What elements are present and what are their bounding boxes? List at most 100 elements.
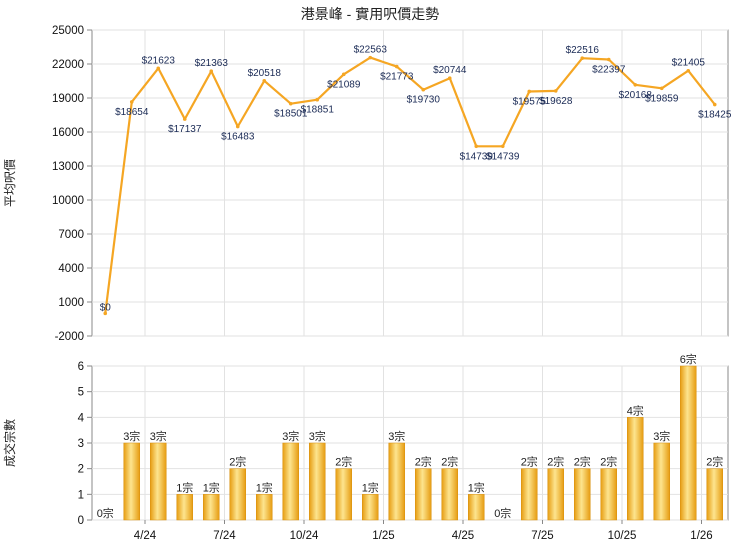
volume-y-tick-label: 1 xyxy=(78,489,84,501)
volume-value-label: 1宗 xyxy=(176,480,193,494)
price-point xyxy=(553,89,558,93)
volume-value-label: 2宗 xyxy=(547,455,564,469)
price-value-label: $19859 xyxy=(645,93,679,104)
volume-value-label: 3宗 xyxy=(282,429,299,443)
volume-bar xyxy=(574,468,591,521)
price-value-label: $20744 xyxy=(433,65,467,76)
price-panel: -2000 1000 4000 7000 10000 13000 16000 19000 220… xyxy=(3,25,732,343)
price-y-tick-label: 7000 xyxy=(58,229,84,241)
volume-value-label: 2宗 xyxy=(574,455,591,469)
volume-bar xyxy=(176,494,193,521)
price-point xyxy=(156,66,161,71)
volume-value-label: 1宗 xyxy=(362,480,379,494)
volume-value-label: 3宗 xyxy=(309,429,326,443)
price-y-tick-label: 4000 xyxy=(58,263,84,275)
chart-title: 港景峰 - 實用呎價走勢 xyxy=(301,6,439,22)
volume-y-tick-label: 6 xyxy=(78,361,84,373)
volume-value-label: 1宗 xyxy=(468,480,485,494)
price-point xyxy=(235,124,240,129)
volume-value-label: 2宗 xyxy=(229,455,246,469)
volume-value-label: 2宗 xyxy=(415,455,432,469)
price-point xyxy=(421,87,426,92)
price-y-tick-label: 13000 xyxy=(52,161,84,173)
volume-bar xyxy=(388,442,405,521)
price-series-line xyxy=(104,56,716,314)
volume-bar xyxy=(706,468,723,521)
volume-bar xyxy=(521,468,538,521)
x-tick-label: 10/25 xyxy=(608,530,637,542)
price-y-tick-label: 22000 xyxy=(52,59,84,71)
price-y-tick-label: 25000 xyxy=(52,25,84,37)
price-point xyxy=(633,82,638,87)
x-tick-label: 1/25 xyxy=(372,530,394,542)
volume-y-tick-label: 4 xyxy=(78,412,85,424)
price-value-label: $21623 xyxy=(142,55,176,66)
volume-y-tick-label: 0 xyxy=(78,515,84,527)
x-tick-label: 1/26 xyxy=(690,530,712,542)
volume-value-label: 6宗 xyxy=(680,352,697,366)
price-point xyxy=(474,144,479,149)
price-value-label: $18501 xyxy=(274,109,308,120)
price-point xyxy=(500,144,505,149)
volume-bar xyxy=(203,494,220,521)
volume-bar xyxy=(468,494,485,521)
price-point xyxy=(659,86,664,91)
price-value-label: $21773 xyxy=(380,72,414,83)
x-tick-label: 10/24 xyxy=(290,530,319,542)
volume-panel: 0 1 2 3 4 5 6 成交宗數 0宗 3宗 3宗 1宗 1宗 2宗 1宗 3宗 3宗 2宗 1宗 3宗 2宗 2宗 1… xyxy=(2,352,729,542)
volume-bar xyxy=(362,494,379,521)
price-value-label: $18851 xyxy=(301,105,335,116)
price-point xyxy=(262,78,267,83)
price-point xyxy=(341,72,346,77)
volume-value-label: 0宗 xyxy=(97,506,114,520)
price-value-label: $19730 xyxy=(407,95,441,106)
volume-value-label: 1宗 xyxy=(256,480,273,494)
price-value-label: $22563 xyxy=(354,45,388,56)
volume-bar xyxy=(256,494,273,521)
price-value-label: $17137 xyxy=(168,124,202,135)
price-value-label: $22397 xyxy=(592,65,626,76)
volume-bar xyxy=(309,442,326,521)
volume-value-label: 3宗 xyxy=(653,429,670,443)
volume-value-label: 3宗 xyxy=(123,429,140,443)
volume-value-label: 3宗 xyxy=(150,429,167,443)
price-point xyxy=(129,100,134,104)
volume-y-tick-label: 3 xyxy=(78,438,84,450)
volume-value-label: 2宗 xyxy=(521,455,538,469)
price-value-label: $19628 xyxy=(539,96,573,107)
x-tick-label: 4/25 xyxy=(452,530,474,542)
volume-bar xyxy=(441,468,458,521)
volume-value-label: 0宗 xyxy=(494,506,511,520)
price-value-label: $20518 xyxy=(248,68,282,79)
price-point xyxy=(527,89,532,94)
price-value-label: $21405 xyxy=(672,58,706,69)
volume-bar xyxy=(123,442,140,521)
price-point xyxy=(606,57,611,62)
volume-bar xyxy=(415,468,432,521)
price-point xyxy=(315,97,320,102)
x-tick-label: 7/24 xyxy=(213,530,236,542)
volume-y-tick-label: 2 xyxy=(78,464,84,476)
volume-value-label: 2宗 xyxy=(600,455,617,469)
volume-value-label: 2宗 xyxy=(706,455,723,469)
volume-y-axis-label: 成交宗數 xyxy=(2,419,17,467)
price-y-tick-label: 10000 xyxy=(52,195,84,207)
volume-y-tick-label: 5 xyxy=(78,387,84,399)
price-y-tick-label: 19000 xyxy=(52,93,84,105)
price-value-label: $22516 xyxy=(566,45,600,56)
price-value-label: $21089 xyxy=(327,79,361,90)
volume-bar xyxy=(547,468,564,521)
price-y-tick-label: 1000 xyxy=(58,297,84,309)
price-value-label: $19575 xyxy=(513,96,547,107)
volume-value-label: 2宗 xyxy=(335,455,352,469)
price-value-label: $21363 xyxy=(195,58,229,69)
volume-value-label: 4宗 xyxy=(627,403,644,417)
volume-bar xyxy=(150,442,167,521)
price-value-label: $18654 xyxy=(115,107,149,118)
price-point xyxy=(103,311,108,316)
price-point xyxy=(288,101,293,106)
price-point xyxy=(580,56,585,60)
volume-value-label: 2宗 xyxy=(441,455,458,469)
volume-bar xyxy=(600,468,617,521)
